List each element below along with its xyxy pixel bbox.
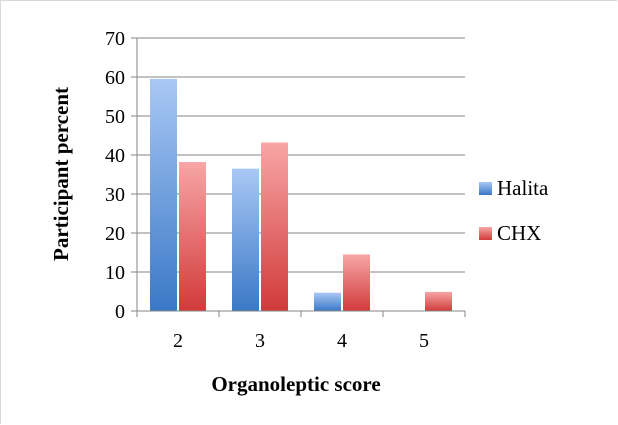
legend-label-chx: CHX [497, 221, 541, 245]
y-tick-label-0: 0 [115, 301, 125, 323]
legend-label-halita: Halita [497, 176, 549, 200]
bar-chx-5 [425, 291, 452, 311]
x-axis-title: Organoleptic score [211, 372, 380, 396]
legend-swatch-halita [479, 182, 492, 195]
bar-halita-4 [314, 292, 341, 311]
tick-labels: 0 10 20 30 40 50 60 70 2 3 4 5 [105, 28, 429, 352]
bar-chx-4 [343, 254, 370, 311]
bar-chx-3 [261, 142, 288, 311]
axes [131, 37, 466, 317]
legend: Halita CHX [479, 176, 549, 245]
gridlines [137, 37, 465, 273]
bars [150, 78, 452, 311]
y-tick-label-50: 50 [105, 106, 125, 128]
bar-chx-2 [179, 162, 206, 311]
y-tick-label-60: 60 [105, 67, 125, 89]
y-tick-label-10: 10 [105, 262, 125, 284]
x-tick-label-3: 3 [255, 330, 265, 352]
y-tick-label-40: 40 [105, 145, 125, 167]
y-tick-label-70: 70 [105, 28, 125, 50]
bar-halita-2 [150, 78, 177, 311]
y-tick-label-30: 30 [105, 184, 125, 206]
legend-swatch-chx [479, 227, 492, 240]
x-tick-label-5: 5 [419, 330, 429, 352]
y-tick-label-20: 20 [105, 223, 125, 245]
x-tick-label-4: 4 [337, 330, 347, 352]
bar-halita-3 [232, 168, 259, 311]
y-axis-title: Participant percent [49, 87, 73, 261]
x-tick-label-2: 2 [173, 330, 183, 352]
